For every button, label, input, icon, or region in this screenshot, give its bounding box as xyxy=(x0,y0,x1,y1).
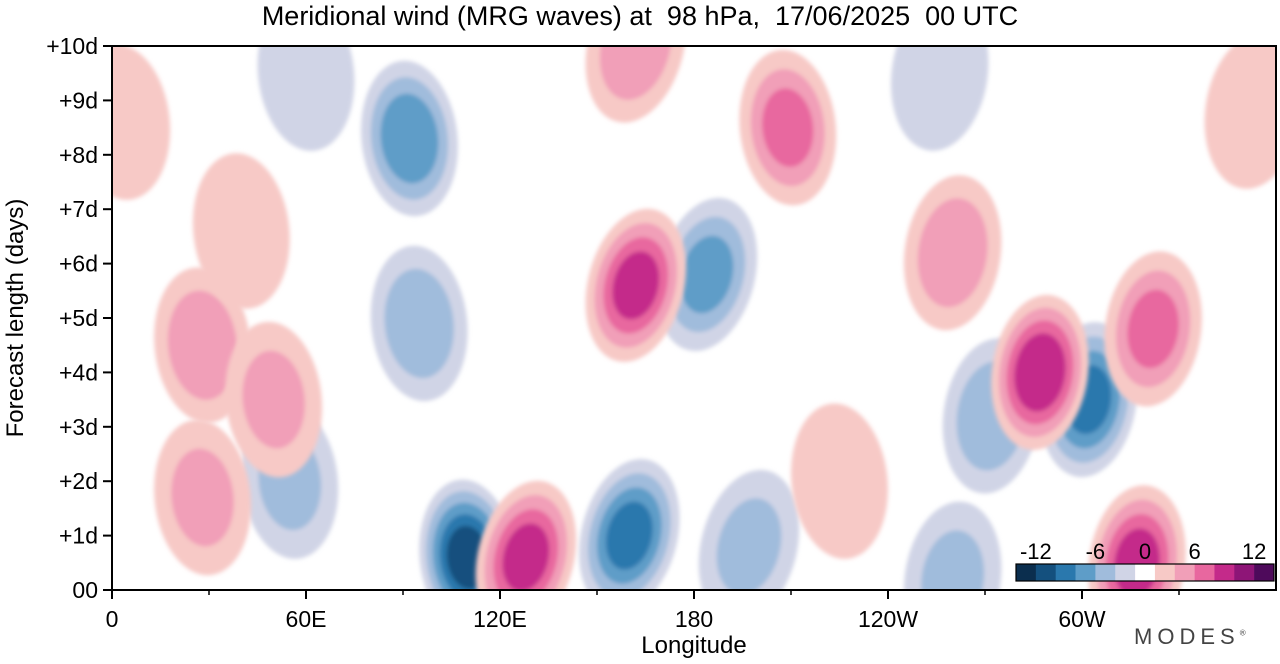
y-tick-label: +7d xyxy=(59,196,98,222)
y-tick-label: +3d xyxy=(59,414,98,440)
colorbar-swatch xyxy=(1174,564,1195,581)
contour-feature-15 xyxy=(991,294,1089,450)
colorbar-swatch xyxy=(1214,564,1235,581)
contour-feature-17 xyxy=(1088,485,1186,590)
contour-band xyxy=(762,88,814,167)
contour-band xyxy=(1204,46,1276,189)
contour-band xyxy=(921,530,985,590)
colorbar-swatch xyxy=(1035,564,1056,581)
contour-feature-27 xyxy=(112,46,171,200)
x-axis: 0 60E 120E 180 120W 60W xyxy=(106,590,1180,632)
contour-feature-19 xyxy=(903,175,1002,331)
contour-feature-3 xyxy=(579,459,680,590)
contour-band xyxy=(257,46,355,151)
chart-title: Meridional wind (MRG waves) at 98 hPa, 1… xyxy=(261,1,1019,31)
contour-feature-12 xyxy=(890,46,989,151)
contour-feature-26 xyxy=(225,321,323,478)
colorbar-tick-label: -12 xyxy=(1020,539,1052,564)
contour-feature-16 xyxy=(1104,251,1202,407)
contour-band xyxy=(380,93,439,184)
colorbar-swatch xyxy=(1115,564,1136,581)
y-tick-label: +6d xyxy=(59,251,98,277)
colorbar-swatch xyxy=(1055,564,1076,581)
contour-feature-7 xyxy=(370,245,468,402)
colorbar-tick-label: -6 xyxy=(1086,539,1106,564)
contour-feature-9 xyxy=(903,501,1002,590)
y-tick-label: +1d xyxy=(59,523,98,549)
contour-band xyxy=(192,153,290,309)
contour-band xyxy=(1014,333,1066,412)
contour-band xyxy=(612,251,660,320)
y-tick-label: +9d xyxy=(59,87,98,113)
y-tick-label: +5d xyxy=(59,305,98,331)
y-tick-label: +10d xyxy=(46,33,98,59)
colorbar-swatch xyxy=(1154,564,1176,581)
colorbar-tick-label: 6 xyxy=(1188,539,1200,564)
contour-band xyxy=(384,268,454,379)
colorbar-swatch xyxy=(1095,564,1116,581)
contour-band xyxy=(171,448,234,547)
contour-feature-11 xyxy=(257,46,355,151)
contour-feature-23 xyxy=(791,403,888,559)
x-axis-label: Longitude xyxy=(641,632,747,659)
colorbar-swatch xyxy=(1254,564,1275,581)
colorbar-swatch xyxy=(1075,564,1096,581)
contour-feature-25 xyxy=(192,153,290,309)
contour-band xyxy=(890,46,989,151)
colorbar-tick-label: 0 xyxy=(1139,539,1151,564)
contour-feature-8 xyxy=(698,469,800,590)
y-tick-label: 00 xyxy=(72,577,98,603)
colorbar-frame xyxy=(1015,563,1275,582)
contour-feature-24 xyxy=(1204,46,1276,189)
colorbar: -12 -6 0 6 12 xyxy=(1015,539,1275,582)
contour-feature-18 xyxy=(739,49,837,206)
colorbar-swatch xyxy=(1194,564,1215,581)
y-axis: 00 +1d +2d +3d +4d +5d +6d +7d +8d +9d +10d xyxy=(46,33,112,603)
contour-band xyxy=(112,46,171,200)
modes-logo-text: MODES xyxy=(1134,624,1240,649)
contour-band xyxy=(502,523,550,590)
contour-feature-13 xyxy=(475,480,577,590)
y-axis-label: Forecast length (days) xyxy=(2,198,29,438)
colorbar-swatch xyxy=(1016,564,1037,581)
contour-band xyxy=(242,350,305,449)
x-tick-label: 120W xyxy=(858,606,918,632)
x-tick-label: 0 xyxy=(106,606,119,632)
contour-band xyxy=(917,198,988,308)
contour-band xyxy=(599,46,672,100)
x-tick-label: 120E xyxy=(473,606,527,632)
contour-feature-21 xyxy=(154,419,251,576)
colorbar-tick-label: 12 xyxy=(1242,539,1266,564)
contour-band xyxy=(167,290,238,400)
contour-band xyxy=(605,501,653,570)
contour-feature-4 xyxy=(656,197,758,352)
x-tick-label: 60E xyxy=(286,606,327,632)
contour-field xyxy=(112,46,1276,590)
contour-band xyxy=(1127,289,1179,368)
x-tick-label: 180 xyxy=(675,606,713,632)
contour-band xyxy=(791,403,888,559)
contour-feature-1 xyxy=(361,60,458,217)
colorbar-swatch xyxy=(1234,564,1255,581)
contour-feature-22 xyxy=(585,46,687,123)
contour-feature-14 xyxy=(585,208,687,362)
colorbar-swatch xyxy=(1135,564,1156,581)
y-tick-label: +2d xyxy=(59,468,98,494)
contour-band xyxy=(680,235,734,314)
modes-logo: MODES® xyxy=(1134,624,1246,649)
y-tick-label: +8d xyxy=(59,142,98,168)
x-tick-label: 60W xyxy=(1058,606,1106,632)
y-tick-label: +4d xyxy=(59,359,98,385)
contour-band xyxy=(716,498,782,590)
